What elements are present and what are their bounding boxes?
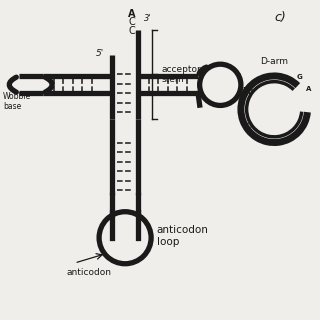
Text: acceptor
stem: acceptor stem (162, 65, 201, 84)
FancyArrowPatch shape (9, 77, 16, 92)
Text: c): c) (274, 11, 286, 24)
Text: Wobble
base: Wobble base (3, 92, 31, 111)
Text: anticodon
loop: anticodon loop (157, 225, 209, 247)
Text: D: D (245, 123, 251, 132)
Text: anticodon: anticodon (67, 268, 111, 277)
Text: A: A (128, 9, 135, 19)
Text: G: G (296, 75, 302, 81)
Text: Pu: Pu (243, 86, 254, 96)
Text: 3': 3' (143, 14, 151, 23)
FancyArrowPatch shape (199, 67, 206, 73)
Text: A: A (307, 86, 312, 92)
Text: C: C (128, 26, 135, 36)
Text: 5': 5' (96, 49, 105, 58)
Text: C: C (128, 17, 135, 28)
Text: D-arm: D-arm (260, 57, 288, 67)
FancyArrowPatch shape (45, 77, 52, 92)
